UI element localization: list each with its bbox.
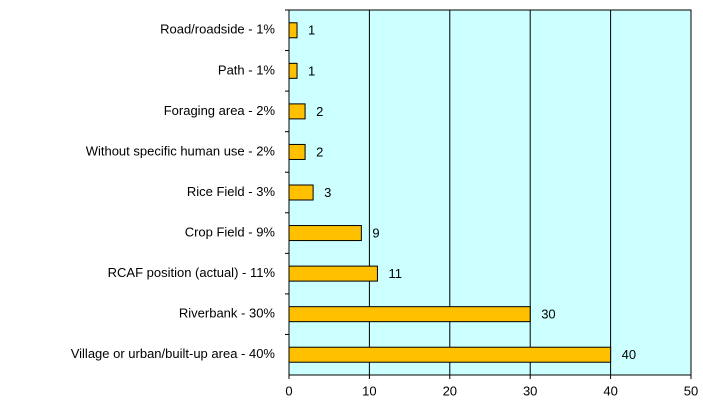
y-tick-label: Rice Field - 3% [187,184,276,199]
bar [288,184,314,201]
data-label: 1 [308,63,315,78]
data-label: 40 [622,347,636,362]
bar [288,22,298,39]
data-label: 11 [388,266,402,281]
data-label: 1 [308,23,315,38]
y-tick-label: Without specific human use - 2% [86,143,276,158]
x-tick-label: 50 [684,383,698,398]
x-tick-label: 30 [523,383,537,398]
y-tick-label: Foraging area - 2% [164,103,276,118]
bar [288,103,306,120]
bar [288,346,612,363]
y-tick-label: Road/roadside - 1% [160,22,275,37]
y-tick-label: Crop Field - 9% [185,224,276,239]
y-tick-label: RCAF position (actual) - 11% [108,265,276,280]
data-label: 2 [316,144,323,159]
data-label: 2 [316,104,323,119]
bar [288,62,298,79]
data-label: 30 [541,307,555,322]
data-label: 3 [324,185,331,200]
bar [288,143,306,160]
x-tick-label: 40 [603,383,617,398]
x-tick-label: 0 [285,383,292,398]
x-tick-label: 20 [443,383,457,398]
bar [288,306,531,323]
data-label: 9 [372,225,379,240]
y-tick-label: Riverbank - 30% [179,306,276,321]
y-tick-label: Village or urban/built-up area - 40% [71,346,276,361]
x-tick-label: 10 [362,383,376,398]
bar [288,265,378,282]
y-tick-label: Path - 1% [218,62,276,77]
bar [288,225,362,242]
